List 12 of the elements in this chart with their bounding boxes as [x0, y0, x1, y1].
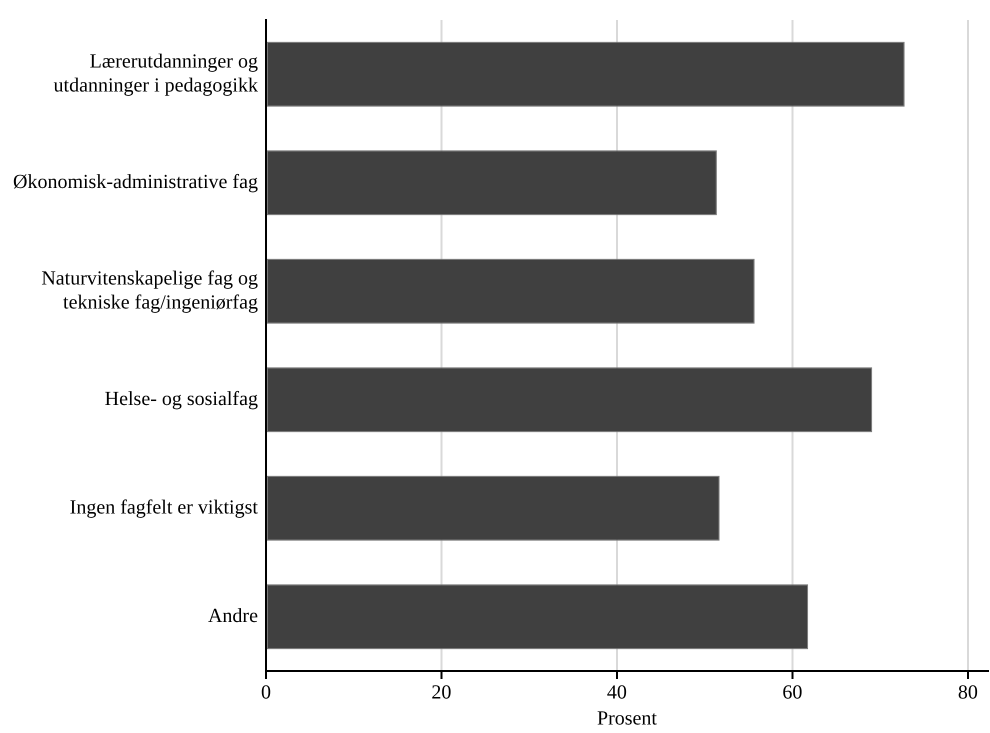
x-tick-label: 20: [431, 681, 452, 704]
y-tick-label: Naturvitenskapelige fag og tekniske fag/ingeniørfag: [41, 268, 258, 314]
x-tick-label: 0: [260, 681, 271, 704]
y-tick-label: Helse- og sosialfag: [104, 388, 258, 410]
x-axis-title: Prosent: [596, 707, 658, 730]
x-tick-label: 40: [606, 681, 627, 704]
y-tick-label: Andre: [208, 605, 258, 627]
y-tick-label: Lærerutdanninger og utdanninger i pedagogikk: [54, 50, 258, 96]
y-tick-label: Ingen fagfelt er viktigst: [70, 496, 258, 518]
x-tick-label: 60: [782, 681, 802, 704]
x-tick-label: 80: [958, 681, 978, 704]
y-tick-label: Økonomisk-administrative fag: [13, 171, 258, 193]
